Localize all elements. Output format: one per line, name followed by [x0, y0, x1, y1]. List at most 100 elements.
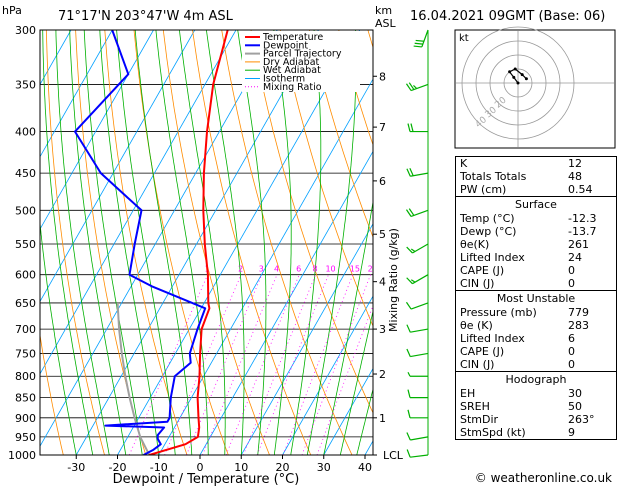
index-value: 0 [568, 277, 575, 290]
wet-adiabat-line [134, 30, 193, 455]
km-tick-label: 8 [379, 70, 386, 83]
isotherm-line [40, 30, 278, 448]
x-tick-label: 10 [234, 461, 248, 474]
mixing-ratio-line [256, 274, 329, 455]
wind-barb-feather [408, 82, 415, 90]
wind-barb-feather [406, 277, 413, 285]
wind-barb [410, 328, 429, 333]
index-row: StmSpd (kt) 9 [456, 426, 616, 439]
wet-adiabat-line [42, 30, 94, 455]
index-label: CIN (J) [460, 358, 495, 371]
pressure-tick-label: 750 [15, 347, 36, 360]
index-value: 48 [568, 170, 582, 183]
index-row: K 12 [456, 157, 616, 170]
isotherm-line [240, 223, 373, 455]
wind-barb [410, 172, 429, 177]
km-tick-label: 7 [379, 121, 386, 134]
mixing-ratio-line [316, 304, 373, 455]
index-row: CAPE (J) 0 [456, 264, 616, 277]
wet-adiabat-line [179, 30, 226, 455]
x-tick-label: 40 [358, 461, 372, 474]
wind-barb-feather [406, 168, 411, 177]
pressure-tick-label: 600 [15, 269, 36, 282]
index-label: PW (cm) [460, 183, 507, 196]
isotherm-line [117, 30, 361, 455]
index-row: Totals Totals 48 [456, 170, 616, 183]
index-value: -13.7 [568, 225, 597, 238]
isotherm-line [199, 150, 373, 455]
legend-entry: Mixing Ratio [263, 82, 322, 93]
hodograph-frame [454, 29, 616, 149]
index-value: 9 [568, 426, 575, 439]
wind-barb-feather [406, 449, 411, 458]
legend-entry: Dewpoint [263, 40, 308, 51]
wet-adiabat-line [290, 30, 322, 455]
legend-box [242, 31, 360, 92]
wind-barb [410, 352, 429, 358]
index-label: Temp (°C) [460, 212, 515, 225]
hodograph-point [520, 73, 524, 77]
x-tick-label: -10 [150, 461, 168, 474]
datetime-title: 16.04.2021 09GMT (Base: 06) [410, 9, 605, 24]
pressure-tick-label: 700 [15, 323, 36, 336]
index-row: θe(K) 261 [456, 238, 616, 251]
mixing-ratio-line [225, 274, 300, 455]
wind-barb-feather [410, 279, 416, 283]
pressure-tick-label: 400 [15, 126, 36, 139]
hodograph-point [508, 70, 512, 74]
index-row: CIN (J) 0 [456, 358, 616, 371]
wet-adiabat-line [99, 30, 160, 455]
pressure-tick-label: 450 [15, 167, 36, 180]
wet-adiabat-line [155, 30, 209, 455]
mixing-ratio-label: 15 [350, 265, 360, 274]
temperature-line [149, 30, 229, 455]
km-tick-label: 1 [379, 412, 386, 425]
mixing-ratio-line [164, 274, 242, 455]
isotherm-line [75, 30, 319, 455]
mixing-ratio-axis-label: Mixing Ratio (g/kg) [387, 228, 400, 332]
most-unstable-title: Most Unstable [496, 292, 576, 305]
pressure-tick-label: 1000 [8, 449, 36, 462]
index-value: 30 [568, 387, 582, 400]
pressure-tick-label: 550 [15, 238, 36, 251]
index-label: CAPE (J) [460, 264, 505, 277]
dry-adiabat-line [162, 30, 270, 455]
index-value: 779 [568, 306, 589, 319]
index-value: 6 [568, 332, 575, 345]
wind-barb-feather [408, 208, 415, 216]
km-tick-label: 4 [379, 276, 386, 289]
index-value: 0 [568, 358, 575, 371]
credit-text: © weatheronline.co.uk [475, 471, 612, 485]
index-value: 0.54 [568, 183, 593, 196]
x-tick-label: 30 [317, 461, 331, 474]
dry-adiabat-line [221, 30, 353, 455]
km-tick-label: 5 [379, 228, 386, 241]
index-row: EH 30 [456, 387, 616, 400]
isotherm-line [282, 295, 373, 455]
wind-barb [410, 436, 429, 441]
index-value: 12 [568, 157, 582, 170]
index-label: Dewp (°C) [460, 225, 517, 238]
wet-adiabat-line [40, 219, 77, 455]
index-label: θe (K) [460, 319, 493, 332]
x-tick-label: 0 [197, 461, 204, 474]
mixing-ratio-line [282, 274, 354, 455]
mixing-ratio-line [243, 274, 316, 455]
index-label: StmSpd (kt) [460, 426, 526, 439]
dewpoint-line [74, 30, 207, 455]
wind-barbs [405, 29, 429, 458]
hodograph-point [513, 67, 517, 71]
dry-adiabat-line [104, 30, 188, 455]
isotherm-line [40, 30, 196, 303]
mixing-ratio-label: 4 [274, 265, 279, 274]
dry-adiabat-line [279, 30, 373, 328]
hodograph-title: Hodograph [505, 373, 567, 386]
wet-adiabat-line [306, 30, 357, 455]
mixing-ratio-label: 3 [259, 265, 264, 274]
dry-adiabat-line [309, 30, 373, 239]
wind-barb-feather [413, 45, 422, 48]
index-row: θe (K) 283 [456, 319, 616, 332]
index-row: PW (cm) 0.54 [456, 183, 616, 196]
legend-entry: Parcel Trajectory [263, 49, 342, 60]
